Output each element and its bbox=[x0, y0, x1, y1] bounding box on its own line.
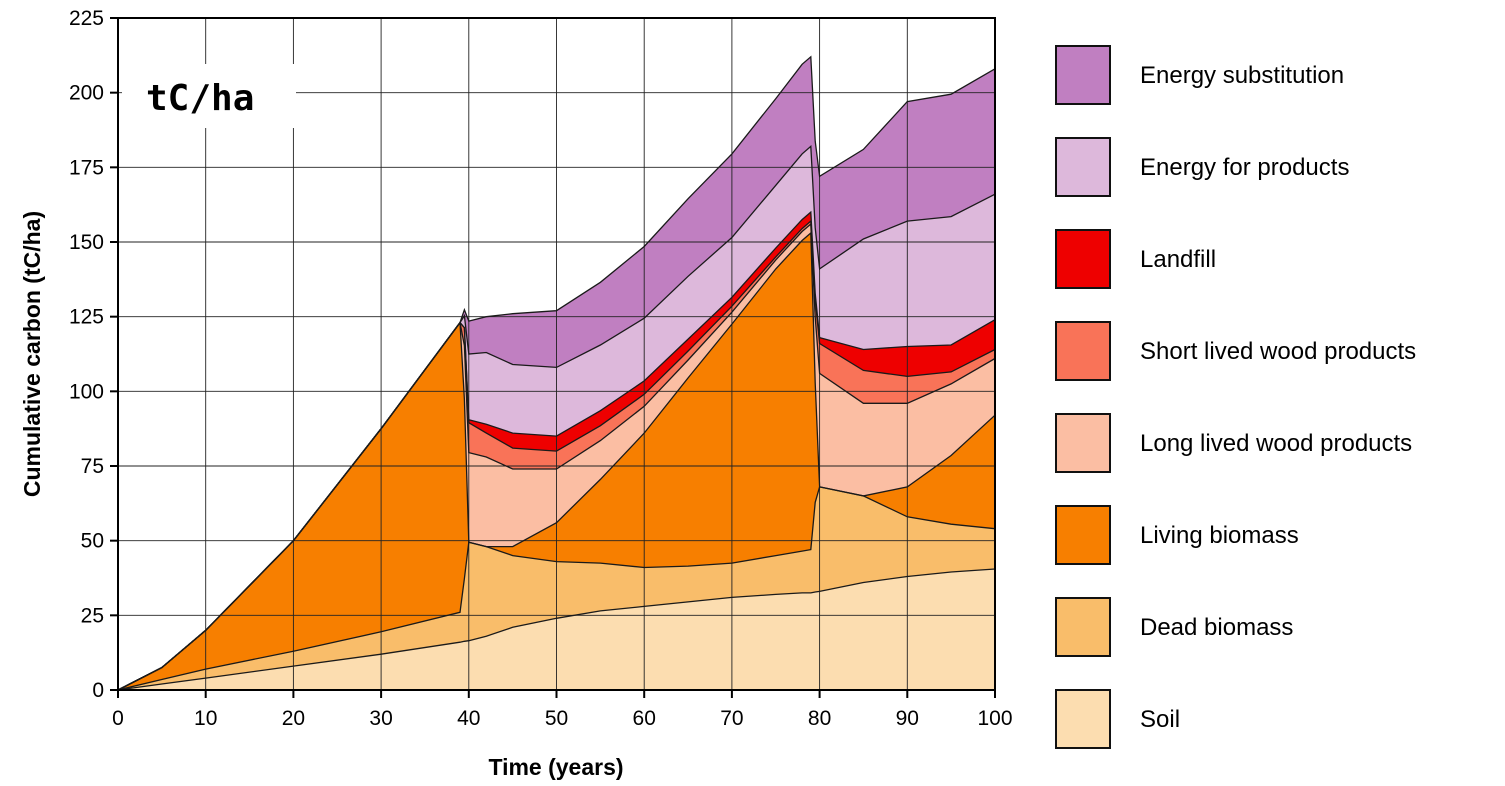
outline-energy-substitution bbox=[117, 55, 996, 691]
x-tick-label: 0 bbox=[112, 707, 124, 730]
legend-item-dead-biomass: Dead biomass bbox=[1055, 597, 1293, 657]
legend-swatch bbox=[1055, 321, 1111, 381]
y-tick-label: 175 bbox=[69, 156, 104, 179]
legend-label: Short lived wood products bbox=[1140, 338, 1416, 365]
x-tick-label: 60 bbox=[633, 707, 656, 730]
legend-swatch bbox=[1055, 597, 1111, 657]
y-tick-label: 100 bbox=[69, 380, 104, 403]
legend-label: Landfill bbox=[1140, 246, 1216, 273]
x-tick-label: 50 bbox=[545, 707, 568, 730]
legend-item-landfill: Landfill bbox=[1055, 229, 1216, 289]
legend-swatch bbox=[1055, 45, 1111, 105]
y-tick-label: 225 bbox=[69, 7, 104, 30]
legend-item-living-biomass: Living biomass bbox=[1055, 505, 1299, 565]
y-tick-label: 0 bbox=[92, 679, 104, 702]
legend-label: Dead biomass bbox=[1140, 614, 1293, 641]
x-axis-title: Time (years) bbox=[488, 754, 623, 780]
x-tick-label: 40 bbox=[457, 707, 480, 730]
y-tick-label: 150 bbox=[69, 231, 104, 254]
legend-label: Soil bbox=[1140, 706, 1180, 733]
y-tick-label: 200 bbox=[69, 82, 104, 105]
legend-item-soil: Soil bbox=[1055, 689, 1180, 749]
area-living-biomass bbox=[118, 233, 995, 690]
x-tick-label: 90 bbox=[896, 707, 919, 730]
unit-label: tC/ha bbox=[146, 78, 254, 119]
x-tick-label: 100 bbox=[977, 707, 1012, 730]
y-tick-label: 25 bbox=[81, 604, 104, 627]
y-tick-label: 50 bbox=[81, 530, 104, 553]
axis-ticks-layer: 0 10 20 30 40 50 60 70 80 90 100 0 25 50 75 100 125 150 17… bbox=[69, 7, 1013, 730]
legend-item-energy-substitution: Energy substitution bbox=[1055, 45, 1344, 105]
legend-swatch bbox=[1055, 229, 1111, 289]
legend-swatch bbox=[1055, 413, 1111, 473]
x-tick-label: 80 bbox=[808, 707, 831, 730]
legend-item-energy-for-products: Energy for products bbox=[1055, 137, 1349, 197]
legend-label: Living biomass bbox=[1140, 522, 1299, 549]
unit-label-box: tC/ha bbox=[122, 64, 296, 128]
legend-swatch bbox=[1055, 689, 1111, 749]
legend-label: Energy substitution bbox=[1140, 62, 1344, 89]
legend: Energy substitution Energy for products La… bbox=[1055, 45, 1416, 749]
x-tick-label: 10 bbox=[194, 707, 217, 730]
x-tick-label: 30 bbox=[369, 707, 392, 730]
unit-label-background bbox=[122, 64, 296, 128]
x-tick-label: 20 bbox=[282, 707, 305, 730]
legend-label: Long lived wood products bbox=[1140, 430, 1412, 457]
legend-label: Energy for products bbox=[1140, 154, 1349, 181]
x-tick-label: 70 bbox=[720, 707, 743, 730]
series-outline-layer bbox=[117, 55, 996, 691]
legend-swatch bbox=[1055, 137, 1111, 197]
legend-swatch bbox=[1055, 505, 1111, 565]
y-axis-title: Cumulative carbon (tC/ha) bbox=[19, 211, 45, 497]
y-tick-label: 125 bbox=[69, 306, 104, 329]
y-tick-label: 75 bbox=[81, 455, 104, 478]
legend-item-short-lived-wood-products: Short lived wood products bbox=[1055, 321, 1416, 381]
legend-item-long-lived-wood-products: Long lived wood products bbox=[1055, 413, 1412, 473]
outline-soil bbox=[117, 568, 996, 691]
